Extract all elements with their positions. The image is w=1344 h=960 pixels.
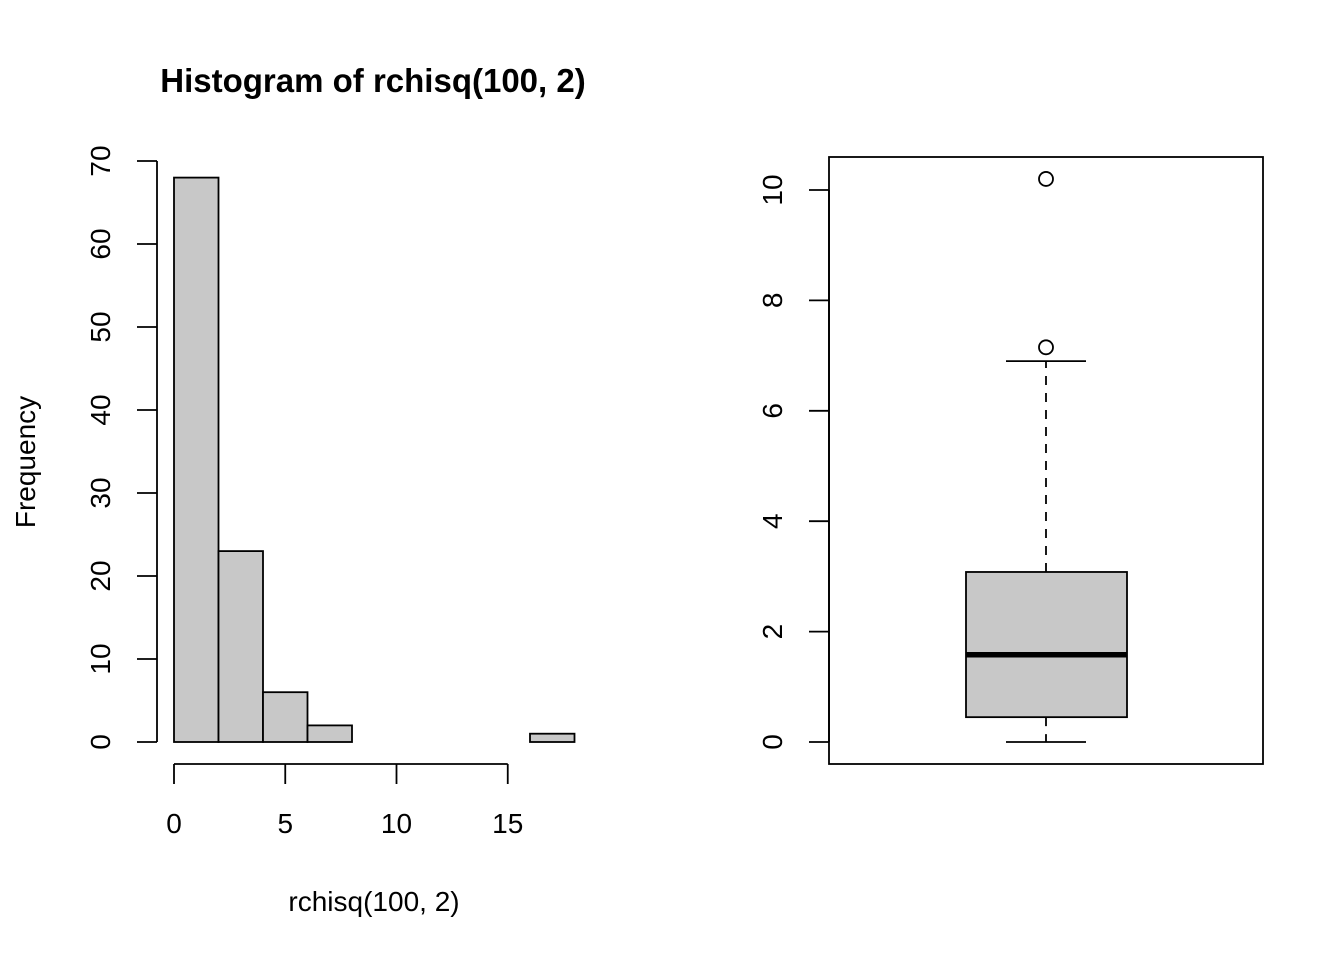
histogram-x-tick-label-10: 10 xyxy=(381,808,412,839)
histogram-y-tick-label-50: 50 xyxy=(85,311,116,342)
histogram-bars xyxy=(173,176,576,743)
histogram-x-tick-label-15: 15 xyxy=(492,808,523,839)
boxplot-y-tick-label-6: 6 xyxy=(757,403,788,419)
boxplot-box xyxy=(965,571,1128,719)
histogram-y-tick-label-40: 40 xyxy=(85,394,116,425)
histogram-title: Histogram of rchisq(100, 2) xyxy=(160,62,585,99)
histogram-y-axis: 0 10 20 30 40 50 60 70 xyxy=(85,145,158,750)
boxplot-body xyxy=(965,171,1128,743)
histogram-y-tick-label-10: 10 xyxy=(85,643,116,674)
boxplot-y-tick-label-8: 8 xyxy=(757,293,788,309)
boxplot-outlier-1 xyxy=(1038,171,1054,187)
boxplot-y-tick-label-0: 0 xyxy=(757,734,788,750)
boxplot-y-axis: 0 2 4 6 8 10 xyxy=(757,174,830,750)
histogram-y-tick-label-70: 70 xyxy=(85,145,116,176)
histogram-bar-0 xyxy=(173,176,220,743)
histogram-x-tick-label-0: 0 xyxy=(166,808,182,839)
histogram-y-tick-label-20: 20 xyxy=(85,560,116,591)
histogram-panel: Histogram of rchisq(100, 2) rchisq(100, … xyxy=(10,62,586,917)
histogram-y-axis-label: Frequency xyxy=(10,396,41,528)
boxplot-y-tick-label-2: 2 xyxy=(757,624,788,640)
boxplot-outlier-0 xyxy=(1038,339,1054,356)
histogram-bar-2 xyxy=(262,691,309,743)
histogram-x-tick-label-5: 5 xyxy=(277,808,293,839)
boxplot-y-tick-label-10: 10 xyxy=(757,174,788,205)
histogram-y-tick-label-60: 60 xyxy=(85,228,116,259)
histogram-y-tick-label-0: 0 xyxy=(85,734,116,750)
histogram-bar-3 xyxy=(306,724,353,743)
histogram-bar-8 xyxy=(529,732,576,743)
histogram-x-axis: 0 5 10 15 xyxy=(166,763,523,839)
histogram-y-tick-label-30: 30 xyxy=(85,477,116,508)
histogram-bar-1 xyxy=(217,550,264,743)
histogram-x-axis-label: rchisq(100, 2) xyxy=(288,886,459,917)
boxplot-y-tick-label-4: 4 xyxy=(757,513,788,529)
boxplot-panel: 0 2 4 6 8 10 xyxy=(757,156,1264,765)
